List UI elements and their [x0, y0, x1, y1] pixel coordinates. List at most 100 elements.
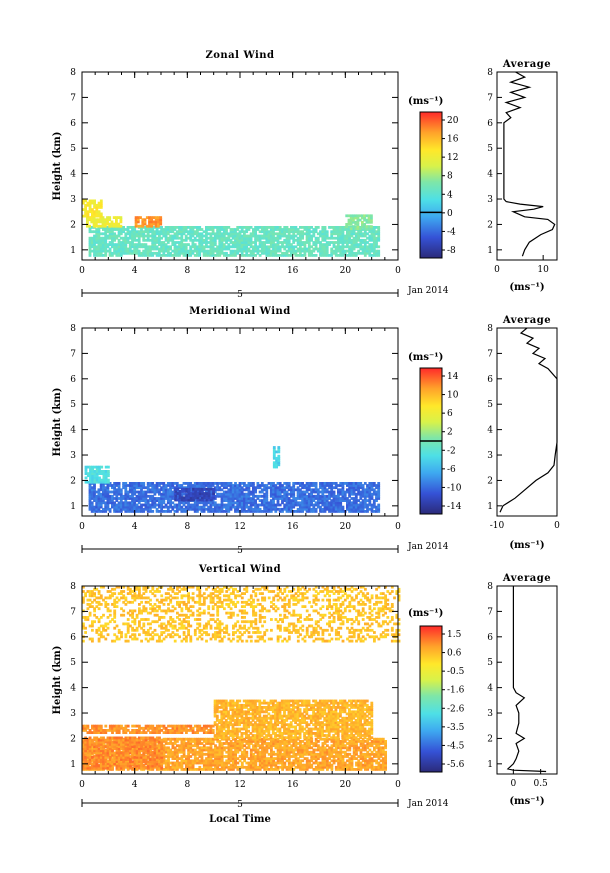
heatmap-cell	[303, 492, 307, 496]
heatmap-cell	[339, 234, 343, 238]
heatmap-cell	[137, 251, 141, 255]
heatmap-cell	[97, 249, 101, 253]
heatmap-cell	[189, 494, 193, 498]
heatmap-cell	[305, 501, 309, 505]
heatmap-cell	[202, 744, 206, 748]
heatmap-cell	[202, 238, 206, 242]
heatmap-cell	[207, 759, 211, 763]
heatmap-cell	[323, 243, 327, 246]
heatmap-cell	[209, 238, 213, 242]
heatmap-cell	[102, 476, 106, 480]
heatmap-cell	[263, 768, 267, 771]
heatmap-cell	[225, 494, 228, 498]
heatmap-cell	[216, 752, 220, 756]
heatmap-cell	[337, 507, 340, 511]
heatmap-cell	[205, 251, 208, 255]
heatmap-cell	[363, 497, 367, 500]
heatmap-cell	[205, 761, 208, 765]
heatmap-cell	[361, 486, 365, 490]
heatmap-cell	[160, 507, 163, 511]
heatmap-cell	[375, 507, 378, 511]
heatmap-cell	[98, 476, 101, 480]
heatmap-cell	[229, 505, 233, 509]
heatmap-cell	[350, 510, 354, 513]
heatmap-cell	[361, 245, 365, 249]
heatmap-cell	[277, 461, 281, 465]
heatmap-cell	[234, 490, 237, 494]
heatmap-cell	[254, 490, 257, 494]
heatmap-cell	[354, 214, 358, 218]
heatmap-cell	[88, 203, 92, 207]
heatmap-cell	[332, 761, 336, 765]
heatmap-cell	[243, 492, 246, 496]
heatmap-cell	[281, 759, 284, 763]
heatmap-cell	[254, 241, 257, 244]
heatmap-cell	[164, 232, 168, 236]
heatmap-cell	[359, 505, 363, 509]
heatmap-cell	[153, 488, 157, 492]
heatmap-cell	[113, 757, 117, 760]
heatmap-cell	[359, 507, 363, 511]
heatmap-cell	[301, 501, 304, 505]
heatmap-cell	[151, 505, 155, 509]
heatmap-cell	[106, 230, 110, 234]
heatmap-cell	[254, 765, 258, 769]
heatmap-cell	[314, 486, 318, 490]
heatmap-cell	[144, 254, 148, 257]
heatmap-cell	[142, 482, 146, 485]
heatmap-cell	[274, 497, 278, 500]
heatmap-cell	[99, 494, 103, 498]
heatmap-cell	[102, 241, 105, 244]
average-y-tick-label: 6	[487, 119, 493, 129]
heatmap-cell	[178, 748, 181, 752]
heatmap-cell	[117, 488, 121, 492]
heatmap-cell	[245, 503, 249, 507]
heatmap-cell	[276, 744, 280, 748]
heatmap-cell	[90, 218, 94, 222]
heatmap-cell	[137, 236, 141, 240]
heatmap-cell	[357, 486, 360, 490]
heatmap-cell	[93, 465, 97, 469]
heatmap-cell	[97, 232, 101, 236]
heatmap-cell	[275, 450, 278, 454]
heatmap-cell	[334, 236, 338, 240]
heatmap-cell	[102, 236, 105, 240]
heatmap-cell	[209, 742, 213, 745]
heatmap-cell	[164, 245, 168, 249]
heatmap-cell	[99, 214, 103, 218]
heatmap-cell	[99, 251, 103, 255]
heatmap-cell	[95, 234, 99, 238]
heatmap-cell	[162, 254, 166, 257]
heatmap-cell	[122, 497, 125, 500]
heatmap-cell	[354, 238, 358, 242]
heatmap-cell	[191, 230, 195, 234]
heatmap-cell	[207, 505, 210, 509]
heatmap-cell	[126, 494, 130, 498]
heatmap-cell	[115, 224, 118, 228]
heatmap-cell	[283, 488, 287, 492]
heatmap-cell	[175, 251, 179, 255]
heatmap-cell	[287, 742, 291, 745]
heatmap-cell	[339, 484, 343, 487]
heatmap-cell	[341, 510, 345, 513]
heatmap-cell	[119, 228, 123, 231]
heatmap-cell	[234, 497, 237, 500]
heatmap-cell	[321, 755, 325, 758]
average-title: Average	[502, 315, 551, 326]
heatmap-cell	[171, 757, 175, 760]
heatmap-cell	[328, 737, 331, 741]
heatmap-cell	[151, 241, 155, 244]
heatmap-cells	[82, 585, 401, 771]
heatmap-cell	[137, 510, 141, 513]
heatmap-cell	[108, 234, 112, 238]
heatmap-cell	[236, 497, 240, 500]
heatmap-cell	[97, 251, 101, 255]
heatmap-cell	[178, 494, 182, 498]
heatmap-cell	[310, 750, 314, 754]
heatmap-cell	[238, 484, 242, 487]
heatmap-cell	[207, 740, 211, 743]
panel-title: Zonal Wind	[205, 50, 274, 61]
heatmap-cell	[162, 740, 166, 743]
heatmap-cell	[153, 492, 157, 496]
heatmap-cell	[267, 761, 271, 765]
